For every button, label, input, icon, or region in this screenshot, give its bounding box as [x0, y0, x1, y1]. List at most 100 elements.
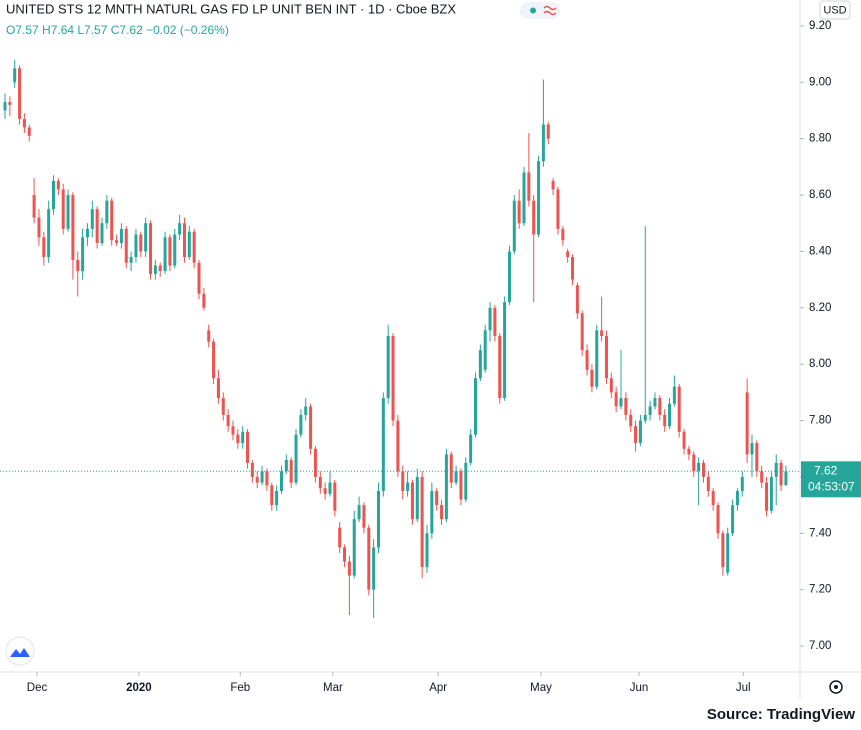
- logo-button[interactable]: [5, 636, 35, 666]
- candle-body: [42, 237, 46, 258]
- candle-body: [449, 454, 453, 483]
- candle-body: [629, 414, 633, 427]
- candle-body: [440, 505, 444, 520]
- candle-body: [575, 285, 579, 314]
- y-tick-label: 8.40: [809, 245, 831, 257]
- candle-body: [173, 234, 177, 266]
- candle-body: [435, 491, 439, 506]
- candle-body: [410, 482, 414, 520]
- candle-body: [47, 209, 51, 258]
- x-tick-label: May: [530, 682, 552, 694]
- x-tick-label: Jun: [630, 682, 649, 694]
- candle-body: [202, 293, 206, 308]
- candle-body: [279, 471, 283, 492]
- candle-body: [32, 195, 36, 218]
- candle-body: [95, 209, 99, 243]
- candle-body: [110, 200, 114, 241]
- candle-body: [163, 237, 167, 272]
- candle-body: [532, 200, 536, 235]
- candle-body: [357, 505, 361, 520]
- candle-body: [76, 259, 80, 272]
- candle-body: [653, 398, 657, 407]
- candle-body: [22, 118, 26, 128]
- candle-body: [740, 476, 744, 492]
- candle-body: [246, 431, 250, 463]
- candle-body: [90, 209, 94, 229]
- candle-body: [197, 262, 201, 294]
- candle-body: [750, 443, 754, 455]
- candle-body: [604, 336, 608, 379]
- y-tick-label: 8.80: [809, 133, 831, 145]
- candle-body: [473, 378, 478, 435]
- candle-body: [401, 471, 405, 492]
- candle-body: [663, 414, 667, 427]
- candle-body: [779, 462, 783, 486]
- candle-body: [347, 561, 351, 576]
- last-price-label: 7.62: [814, 463, 838, 477]
- candle-body: [464, 462, 468, 500]
- candle-body: [503, 302, 507, 399]
- status-pill[interactable]: [520, 2, 560, 19]
- candle-body: [566, 251, 570, 258]
- candle-body: [614, 392, 618, 407]
- candle-body: [668, 403, 672, 427]
- candle-body: [512, 200, 516, 252]
- candle-body: [556, 189, 560, 229]
- candle-body: [134, 234, 138, 258]
- candle-body: [701, 462, 705, 477]
- candle-body: [522, 172, 526, 224]
- candle-body: [731, 505, 735, 534]
- candle-body: [66, 195, 70, 229]
- candle-body: [517, 200, 521, 224]
- candle-body: [541, 124, 545, 162]
- candle-body: [711, 491, 715, 506]
- candle-body: [755, 443, 759, 472]
- source: Source: TradingView: [707, 706, 855, 723]
- candle-body: [192, 231, 196, 263]
- candle-body: [241, 431, 245, 444]
- countdown: 04:53:07: [808, 479, 855, 493]
- candle-body: [769, 476, 773, 511]
- x-tick-label: Jul: [736, 682, 751, 694]
- candle-body: [27, 127, 31, 136]
- candle-body: [609, 378, 613, 393]
- candle-body: [745, 392, 749, 455]
- candle-body: [37, 217, 41, 238]
- chart-title: UNITED STS 12 MNTH NATURL GAS FD LP UNIT…: [6, 1, 456, 16]
- candle-body: [706, 476, 710, 492]
- candle-body: [338, 527, 342, 548]
- candle-body: [527, 172, 531, 201]
- candle-body: [149, 223, 153, 274]
- candle-body: [255, 476, 259, 483]
- candle-body: [51, 180, 56, 210]
- candle-body: [726, 533, 730, 573]
- candle-body: [144, 223, 148, 252]
- candle-body: [153, 265, 157, 274]
- candle-body: [221, 398, 225, 415]
- candle-body: [634, 426, 638, 444]
- candle-body: [498, 336, 502, 399]
- logo-icon: [10, 648, 30, 657]
- candle-body: [551, 180, 555, 190]
- candle-body: [352, 519, 356, 576]
- candle-body: [507, 251, 511, 303]
- y-tick-label: 7.40: [809, 527, 831, 539]
- candle-body: [638, 420, 642, 444]
- candle-body: [483, 330, 487, 370]
- candle-body: [56, 180, 60, 190]
- x-tick-label: Mar: [323, 682, 343, 694]
- candle-body: [323, 488, 327, 494]
- x-tick-label: 2020: [126, 682, 152, 694]
- candle-body: [396, 420, 400, 472]
- candle-body: [309, 406, 313, 449]
- settings-icon[interactable]: [829, 680, 843, 694]
- candle-body: [406, 482, 410, 492]
- x-tick-label: Feb: [230, 682, 250, 694]
- candle-body: [716, 505, 720, 534]
- candle-body: [212, 341, 216, 379]
- candle-body: [236, 434, 240, 444]
- candle-body: [115, 240, 119, 243]
- candle-body: [313, 448, 317, 477]
